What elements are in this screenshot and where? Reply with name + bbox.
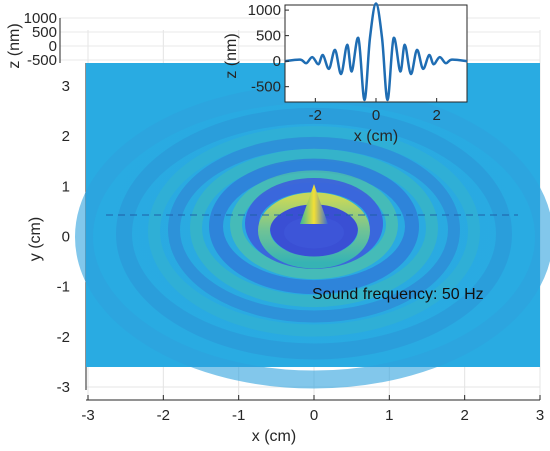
inset-background: [284, 4, 468, 103]
x-tick-label: -2: [157, 407, 170, 424]
inset-y-tick-label: 500: [256, 28, 281, 45]
y-tick-label: 0: [62, 229, 70, 246]
y-tick-label: -2: [57, 329, 70, 346]
inset-y-tick-label: -500: [251, 79, 281, 96]
inset-x-tick-label: -2: [309, 107, 322, 124]
z-tick-label: 1000: [24, 10, 57, 27]
x-tick-label: -1: [232, 407, 245, 424]
inset-x-tick-labels: -2 0 2: [309, 98, 441, 124]
x-tick-label: -3: [81, 407, 94, 424]
z-tick-label: -500: [27, 52, 57, 69]
z-tick-label: 500: [32, 24, 57, 41]
x-tick-label: 1: [385, 407, 393, 424]
ripple-ring: [116, 107, 512, 360]
x-axis-label: x (cm): [252, 428, 296, 445]
ripple-ring: [230, 170, 398, 280]
inset-x-tick-label: 2: [432, 107, 440, 124]
y-tick-label: 1: [62, 178, 70, 195]
inset-x-axis-label: x (cm): [354, 128, 398, 145]
central-peak: [300, 184, 328, 224]
z-axis-label: z (nm): [6, 23, 23, 68]
ripple-ring: [148, 126, 480, 337]
y-tick-label: 3: [62, 78, 70, 95]
y-tick-label: 2: [62, 128, 70, 145]
inset-y-tick-label: 0: [273, 53, 281, 70]
y-axis-label: y (cm): [27, 217, 44, 261]
frequency-annotation: Sound frequency: 50 Hz: [312, 286, 484, 303]
z-tick-label: 0: [49, 38, 57, 55]
main-plot: Sound frequency: 50 Hz x (cm) y (cm) z (…: [6, 10, 550, 445]
x-tick-label: 3: [536, 407, 544, 424]
ripple-ring: [190, 148, 438, 308]
ripple-ring: [209, 158, 419, 295]
ring-inner-trough: [284, 216, 344, 249]
inset-y-tick-label: 1000: [248, 2, 281, 19]
inset-plot: x (cm) z (nm) -2 0 2 -500 0 500 1000: [223, 2, 468, 145]
inset-series-line: [284, 2, 468, 102]
inset-y-axis-label: z (nm): [223, 33, 240, 78]
x-tick-label: 0: [310, 407, 318, 424]
y-tick-label: -1: [57, 279, 70, 296]
inset-y-tick-labels: -500 0 500 1000: [248, 2, 289, 96]
x-tick-label: 2: [460, 407, 468, 424]
y-tick-label: -3: [57, 379, 70, 396]
ripple-ring: [168, 136, 460, 323]
y-tick-labels: -3 -2 -1 0 1 2 3: [57, 78, 70, 396]
x-tick-labels: -3 -2 -1 0 1 2 3: [81, 395, 544, 424]
inset-x-tick-label: 0: [372, 107, 380, 124]
